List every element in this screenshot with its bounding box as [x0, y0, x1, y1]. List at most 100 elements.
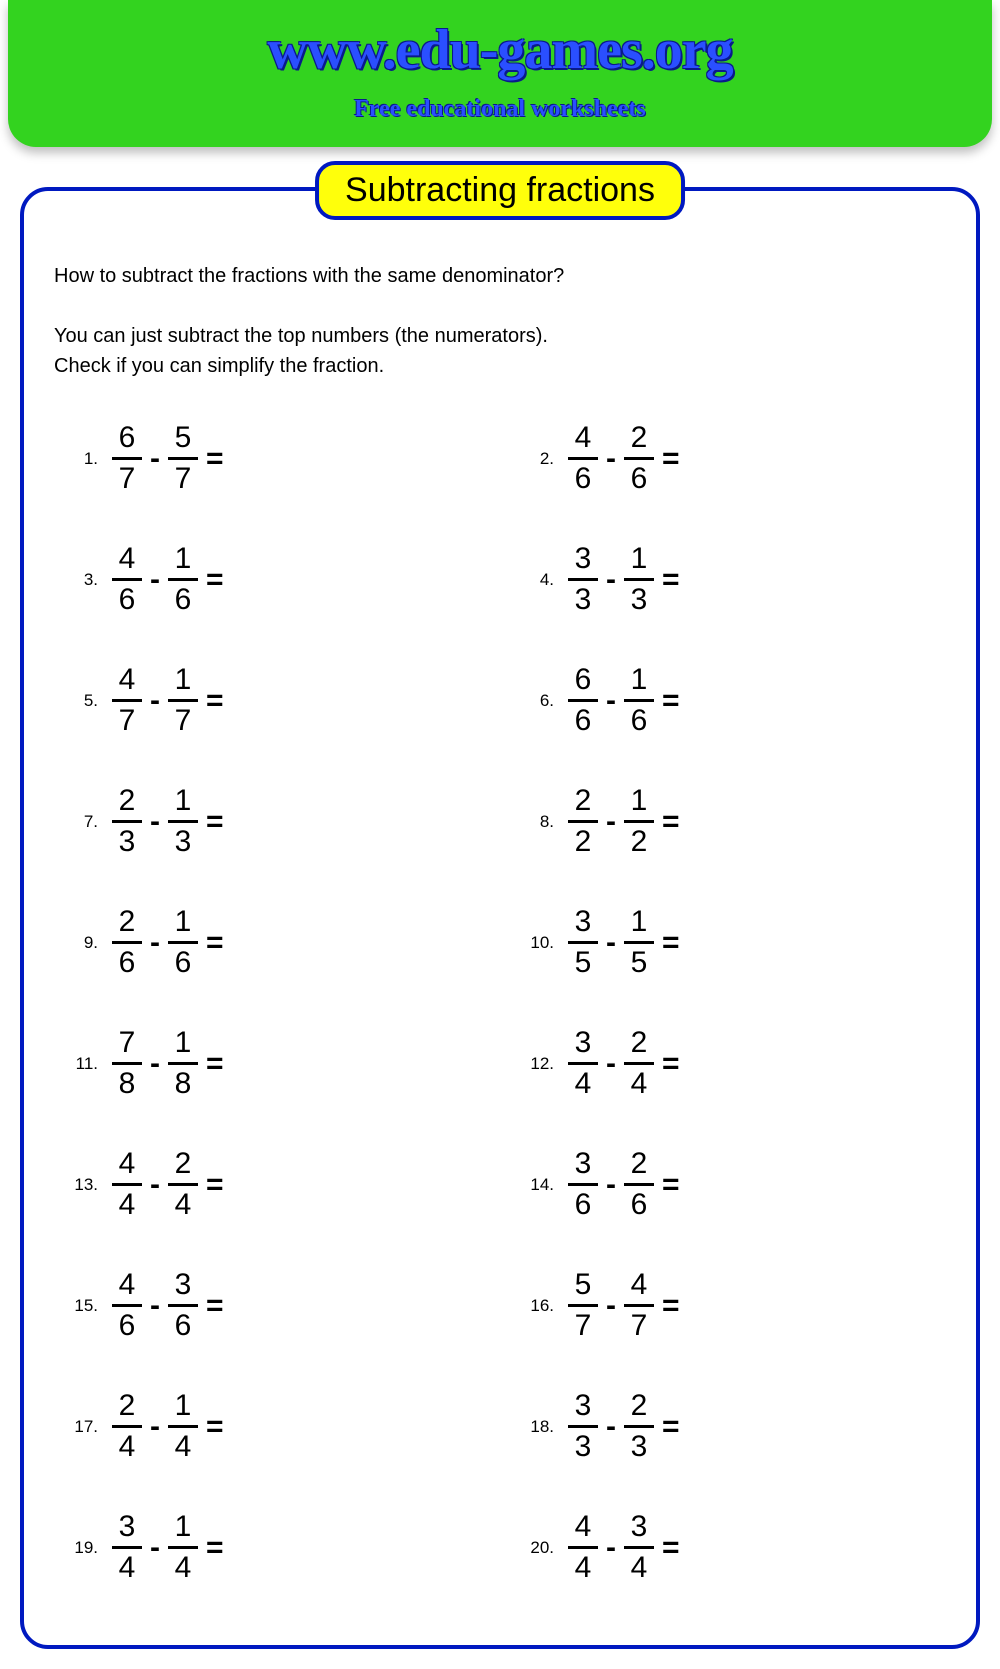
fraction-bar — [168, 457, 198, 460]
denominator: 3 — [627, 1430, 652, 1464]
fraction-bar — [624, 1183, 654, 1186]
numerator: 1 — [627, 905, 652, 939]
denominator: 4 — [115, 1551, 140, 1585]
fraction-a: 34 — [568, 1026, 598, 1101]
fraction-bar — [168, 1546, 198, 1549]
fraction-b: 47 — [624, 1268, 654, 1343]
fraction-b: 26 — [624, 1147, 654, 1222]
fraction-b: 18 — [168, 1026, 198, 1101]
problem-row: 8.22-12= — [520, 784, 936, 859]
denominator: 6 — [115, 583, 140, 617]
numerator: 4 — [115, 1268, 140, 1302]
fraction-bar — [568, 820, 598, 823]
fraction-bar — [112, 941, 142, 944]
denominator: 4 — [171, 1430, 196, 1464]
denominator: 2 — [571, 825, 596, 859]
equals-sign: = — [206, 1168, 224, 1202]
problem-row: 7.23-13= — [64, 784, 480, 859]
numerator: 1 — [171, 1510, 196, 1544]
numerator: 3 — [571, 1389, 596, 1423]
problem-number: 17. — [64, 1417, 98, 1437]
fraction-b: 34 — [624, 1510, 654, 1585]
fraction-bar — [112, 457, 142, 460]
equals-sign: = — [206, 563, 224, 597]
denominator: 3 — [171, 825, 196, 859]
site-tagline: Free educational worksheets — [8, 96, 992, 123]
fraction-bar — [168, 941, 198, 944]
problem-number: 2. — [520, 449, 554, 469]
numerator: 4 — [115, 542, 140, 576]
equals-sign: = — [662, 563, 680, 597]
numerator: 7 — [115, 1026, 140, 1060]
denominator: 8 — [115, 1067, 140, 1101]
fraction-b: 57 — [168, 421, 198, 496]
problem-number: 14. — [520, 1175, 554, 1195]
minus-operator: - — [606, 1410, 616, 1444]
problem-number: 8. — [520, 812, 554, 832]
problem-number: 11. — [64, 1054, 98, 1074]
minus-operator: - — [606, 1531, 616, 1565]
fraction-bar — [624, 1304, 654, 1307]
numerator: 1 — [171, 663, 196, 697]
instructions-line: Check if you can simplify the fraction. — [54, 351, 946, 381]
equals-sign: = — [206, 442, 224, 476]
numerator: 5 — [171, 421, 196, 455]
minus-operator: - — [606, 926, 616, 960]
fraction-a: 36 — [568, 1147, 598, 1222]
fraction-b: 16 — [168, 905, 198, 980]
denominator: 3 — [571, 583, 596, 617]
fraction-bar — [112, 578, 142, 581]
problem-number: 4. — [520, 570, 554, 590]
fraction-b: 36 — [168, 1268, 198, 1343]
problem-row: 2.46-26= — [520, 421, 936, 496]
fraction-a: 34 — [112, 1510, 142, 1585]
fraction-b: 14 — [168, 1510, 198, 1585]
fraction-a: 23 — [112, 784, 142, 859]
fraction-bar — [568, 1425, 598, 1428]
problem-number: 20. — [520, 1538, 554, 1558]
minus-operator: - — [150, 684, 160, 718]
denominator: 6 — [171, 583, 196, 617]
problem-number: 3. — [64, 570, 98, 590]
fraction-bar — [112, 1183, 142, 1186]
fraction-a: 44 — [568, 1510, 598, 1585]
denominator: 6 — [627, 1188, 652, 1222]
fraction-bar — [568, 1062, 598, 1065]
fraction-b: 23 — [624, 1389, 654, 1464]
minus-operator: - — [606, 442, 616, 476]
numerator: 3 — [115, 1510, 140, 1544]
problem-number: 12. — [520, 1054, 554, 1074]
equals-sign: = — [662, 1168, 680, 1202]
problem-number: 1. — [64, 449, 98, 469]
instructions: How to subtract the fractions with the s… — [54, 261, 946, 381]
fraction-a: 46 — [568, 421, 598, 496]
fraction-b: 16 — [168, 542, 198, 617]
fraction-a: 33 — [568, 1389, 598, 1464]
problem-row: 3.46-16= — [64, 542, 480, 617]
denominator: 7 — [171, 462, 196, 496]
numerator: 1 — [627, 542, 652, 576]
problems-grid: 1.67-57=2.46-26=3.46-16=4.33-13=5.47-17=… — [54, 421, 946, 1585]
fraction-b: 14 — [168, 1389, 198, 1464]
problem-number: 5. — [64, 691, 98, 711]
site-header: www.edu-games.org Free educational works… — [8, 0, 992, 147]
fraction-bar — [624, 699, 654, 702]
denominator: 2 — [627, 825, 652, 859]
problem-number: 16. — [520, 1296, 554, 1316]
numerator: 2 — [171, 1147, 196, 1181]
numerator: 3 — [571, 542, 596, 576]
minus-operator: - — [606, 805, 616, 839]
denominator: 6 — [571, 462, 596, 496]
fraction-bar — [568, 578, 598, 581]
numerator: 2 — [571, 784, 596, 818]
fraction-a: 26 — [112, 905, 142, 980]
numerator: 4 — [571, 1510, 596, 1544]
minus-operator: - — [150, 1289, 160, 1323]
problem-number: 13. — [64, 1175, 98, 1195]
fraction-bar — [624, 820, 654, 823]
fraction-bar — [624, 1425, 654, 1428]
fraction-bar — [168, 1304, 198, 1307]
problem-row: 11.78-18= — [64, 1026, 480, 1101]
denominator: 7 — [571, 1309, 596, 1343]
fraction-a: 57 — [568, 1268, 598, 1343]
